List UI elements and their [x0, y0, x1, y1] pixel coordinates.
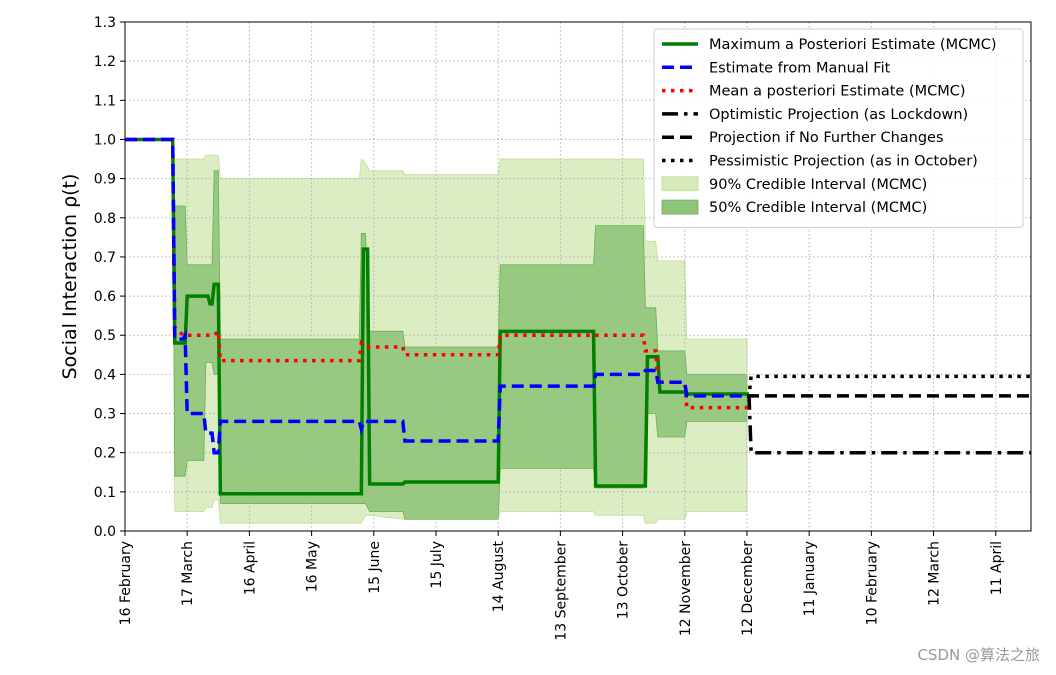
y-tick-label: 1.3 — [94, 15, 116, 31]
legend-label: 50% Credible Interval (MCMC) — [709, 200, 927, 216]
x-tick-label: 15 June — [367, 541, 383, 594]
series-map-line — [125, 137, 750, 496]
y-axis-ticks: 0.0 0.1 0.2 0.3 0.4 0.5 0.6 0.7 0.8 0.9 1.0 1.1 1.2 1… — [94, 15, 125, 540]
x-tick-label: 16 April — [242, 541, 258, 595]
legend-label: 90% Credible Interval (MCMC) — [709, 177, 927, 193]
x-tick-label: 11 April — [989, 541, 1005, 595]
y-tick-label: 0.1 — [94, 485, 116, 501]
y-tick-label: 1.1 — [94, 93, 116, 109]
x-axis-ticks: 16 February 17 March 16 April 16 May 15 June… — [118, 531, 1005, 641]
y-axis-label: Social Interaction ρ(t) — [59, 174, 81, 380]
x-tick-label: 15 July — [429, 541, 445, 588]
legend-swatch — [661, 176, 699, 192]
x-tick-label: 12 November — [678, 541, 694, 636]
y-tick-label: 0.4 — [94, 367, 116, 383]
y-tick-label: 1.2 — [94, 54, 116, 70]
series-lines — [125, 137, 1031, 496]
y-tick-label: 0.5 — [94, 328, 116, 344]
legend-swatch — [661, 199, 699, 215]
legend-label: Mean a posteriori Estimate (MCMC) — [709, 84, 966, 100]
series-optimistic-line — [746, 394, 1031, 455]
x-tick-label: 10 February — [864, 541, 880, 625]
watermark: CSDN @算法之旅 — [917, 646, 1040, 664]
legend-label: Optimistic Projection (as Lockdown) — [709, 107, 968, 123]
series-pessimistic-line — [746, 374, 1031, 398]
y-tick-label: 0.2 — [94, 446, 116, 462]
x-tick-label: 11 January — [802, 541, 818, 616]
legend: Maximum a Posteriori Estimate (MCMC) Esti… — [653, 28, 1024, 228]
legend-label: Estimate from Manual Fit — [709, 60, 891, 76]
y-tick-label: 0.9 — [94, 172, 116, 188]
legend-label: Projection if No Further Changes — [709, 130, 944, 146]
x-tick-label: 14 August — [491, 540, 507, 612]
y-tick-label: 0.8 — [94, 211, 116, 227]
legend-label: Maximum a Posteriori Estimate (MCMC) — [709, 37, 997, 53]
x-tick-label: 12 December — [740, 541, 756, 636]
x-tick-label: 17 March — [180, 541, 196, 606]
x-tick-label: 16 May — [305, 541, 321, 592]
y-tick-label: 0.0 — [94, 524, 116, 540]
x-tick-label: 12 March — [927, 541, 943, 606]
legend-label: Pessimistic Projection (as in October) — [709, 154, 978, 170]
y-tick-label: 1.0 — [94, 132, 116, 148]
plot-frame — [124, 21, 1032, 532]
y-tick-label: 0.3 — [94, 407, 116, 423]
x-tick-label: 13 September — [553, 541, 569, 641]
y-tick-label: 0.7 — [94, 250, 116, 266]
y-tick-label: 0.6 — [94, 289, 116, 305]
series-manual-fit-line — [125, 137, 750, 455]
x-tick-label: 16 February — [118, 541, 134, 625]
legend-box — [653, 28, 1024, 228]
x-tick-label: 13 October — [616, 541, 632, 620]
